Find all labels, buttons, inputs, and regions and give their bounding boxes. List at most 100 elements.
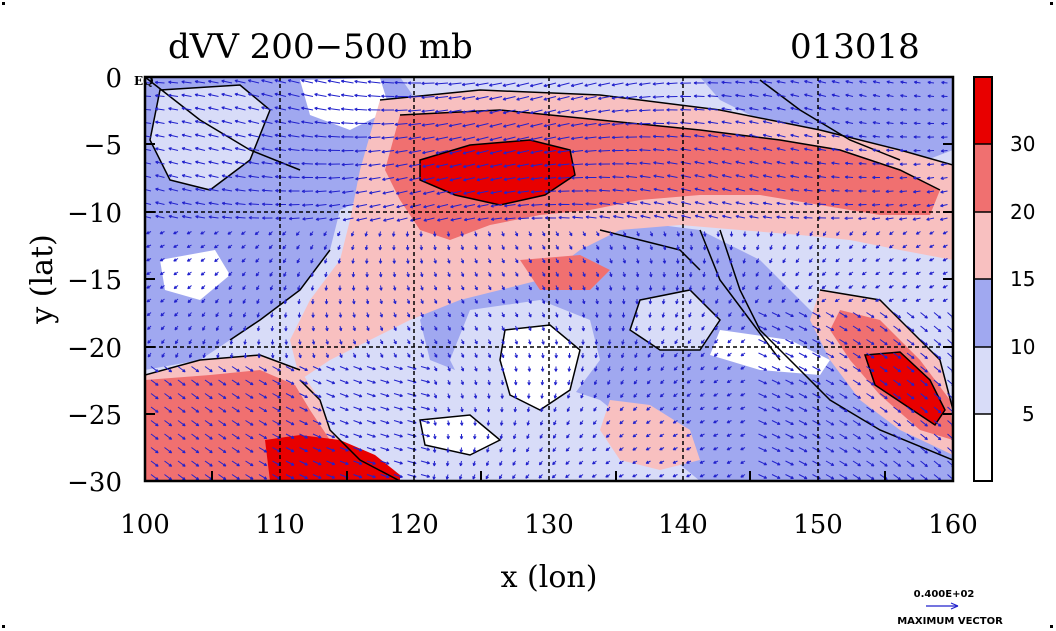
wind-vector [885, 203, 894, 207]
wind-vector [393, 460, 403, 465]
wind-vector [154, 94, 165, 98]
wind-vector [186, 231, 192, 235]
wind-vector [421, 136, 435, 141]
wind-vector [771, 339, 781, 344]
wind-vector [715, 285, 719, 291]
wind-vector [204, 460, 213, 467]
wind-vector [933, 379, 942, 387]
wind-vector [187, 312, 192, 317]
wind-vector [261, 188, 273, 193]
wind-vector [663, 231, 667, 237]
wind-vector [326, 460, 336, 466]
wind-vector [146, 230, 152, 235]
wind-vector [570, 82, 584, 88]
wind-vector [748, 120, 759, 124]
wind-vector [866, 393, 875, 399]
wind-vector [366, 393, 376, 398]
wind-vector [721, 147, 732, 151]
axis-ticks [145, 76, 953, 482]
wind-vector [501, 231, 505, 237]
wind-vector [702, 298, 706, 305]
wind-vector [702, 258, 707, 264]
colorbar-label: 10 [1010, 335, 1035, 359]
wind-vector [569, 258, 573, 264]
wind-vector [927, 121, 935, 126]
wind-vector [906, 339, 915, 346]
wind-vector [463, 204, 476, 209]
wind-vector [646, 379, 651, 385]
wind-vector [446, 433, 450, 440]
wind-vector [229, 325, 233, 332]
wind-vector [245, 460, 254, 467]
wind-vector [686, 379, 692, 384]
wind-vector [735, 133, 746, 138]
wind-vector [544, 163, 557, 168]
wind-vector [475, 82, 489, 87]
wind-vector [501, 271, 505, 277]
wind-vector [501, 258, 505, 264]
wind-vector [181, 120, 192, 124]
wind-vector [341, 135, 354, 139]
wind-vector [844, 216, 854, 221]
wind-vector [408, 122, 422, 127]
wind-vector [803, 147, 813, 151]
wind-vector [693, 120, 705, 125]
wind-vector [406, 271, 410, 278]
wind-vector [500, 393, 504, 399]
wind-vector [164, 366, 173, 373]
wind-vector [500, 379, 505, 386]
wind-vector [489, 150, 503, 155]
wind-vector [785, 447, 794, 452]
wind-vector [241, 258, 246, 263]
wind-vector [459, 447, 464, 453]
wind-vector [845, 120, 854, 125]
wind-vector [460, 366, 465, 372]
wind-vector [447, 312, 451, 318]
wind-vector [913, 176, 921, 180]
wind-vector [666, 108, 678, 112]
wind-vector [311, 312, 315, 318]
wind-vector [557, 189, 570, 194]
wind-vector [825, 325, 835, 331]
wind-vector [886, 107, 894, 112]
wind-vector [866, 406, 875, 413]
wind-vector [502, 123, 516, 128]
wind-vector [218, 406, 227, 413]
wind-vector [528, 271, 532, 277]
wind-vector [542, 231, 546, 237]
wind-vector [740, 393, 746, 397]
wind-vector [392, 258, 396, 264]
wind-vector [580, 379, 584, 386]
wind-vector [659, 420, 665, 424]
wind-vector [421, 109, 435, 113]
wind-vector [848, 258, 854, 263]
wind-vector [168, 107, 179, 111]
wind-vector [288, 189, 300, 193]
wind-vector [798, 312, 808, 318]
wind-vector [844, 189, 854, 193]
wind-vector [647, 352, 651, 358]
wind-vector [553, 393, 558, 399]
wind-vector [314, 134, 327, 138]
wind-vector [708, 187, 719, 192]
wind-vector [461, 325, 465, 331]
wind-vector [640, 214, 651, 219]
wind-vector [459, 474, 463, 480]
vector-legend-label: MAXIMUM VECTOR [897, 616, 1003, 627]
wind-vector [283, 271, 287, 277]
wind-vector [825, 352, 835, 358]
wind-vector [582, 271, 586, 277]
wind-vector [825, 420, 835, 426]
wind-vector [218, 393, 227, 400]
wind-vector [585, 215, 597, 219]
wind-vector [606, 393, 611, 399]
wind-vector [716, 231, 720, 237]
wind-vector [622, 258, 626, 264]
wind-vector [625, 82, 638, 87]
wind-vector [394, 122, 408, 127]
wind-vector [721, 107, 732, 111]
wind-vector [859, 107, 867, 111]
wind-vector [803, 188, 813, 192]
wind-vector [758, 339, 768, 344]
wind-vector [755, 271, 759, 277]
